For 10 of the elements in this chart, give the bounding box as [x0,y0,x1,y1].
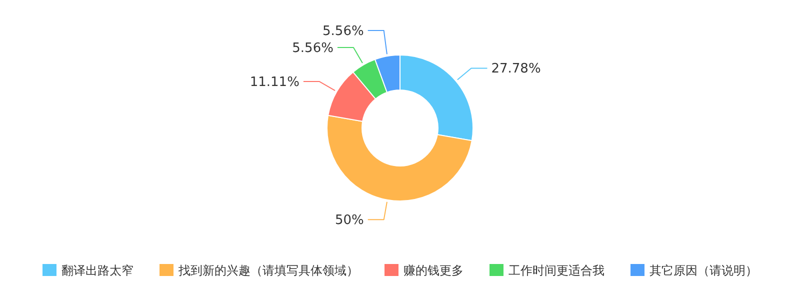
legend-label: 找到新的兴趣（请填写具体领域） [178,264,358,278]
legend-label: 翻译出路太窄 [62,264,134,278]
data-label: 27.78% [491,62,541,77]
data-label: 5.56% [292,40,334,56]
data-label: 5.56% [322,24,364,39]
legend-label: 赚的钱更多 [404,264,464,278]
data-label: 11.11% [250,75,300,90]
legend-label: 工作时间更适合我 [508,264,604,278]
data-label: 50% [334,213,364,228]
legend-label: 其它原因（请说明） [650,264,758,278]
